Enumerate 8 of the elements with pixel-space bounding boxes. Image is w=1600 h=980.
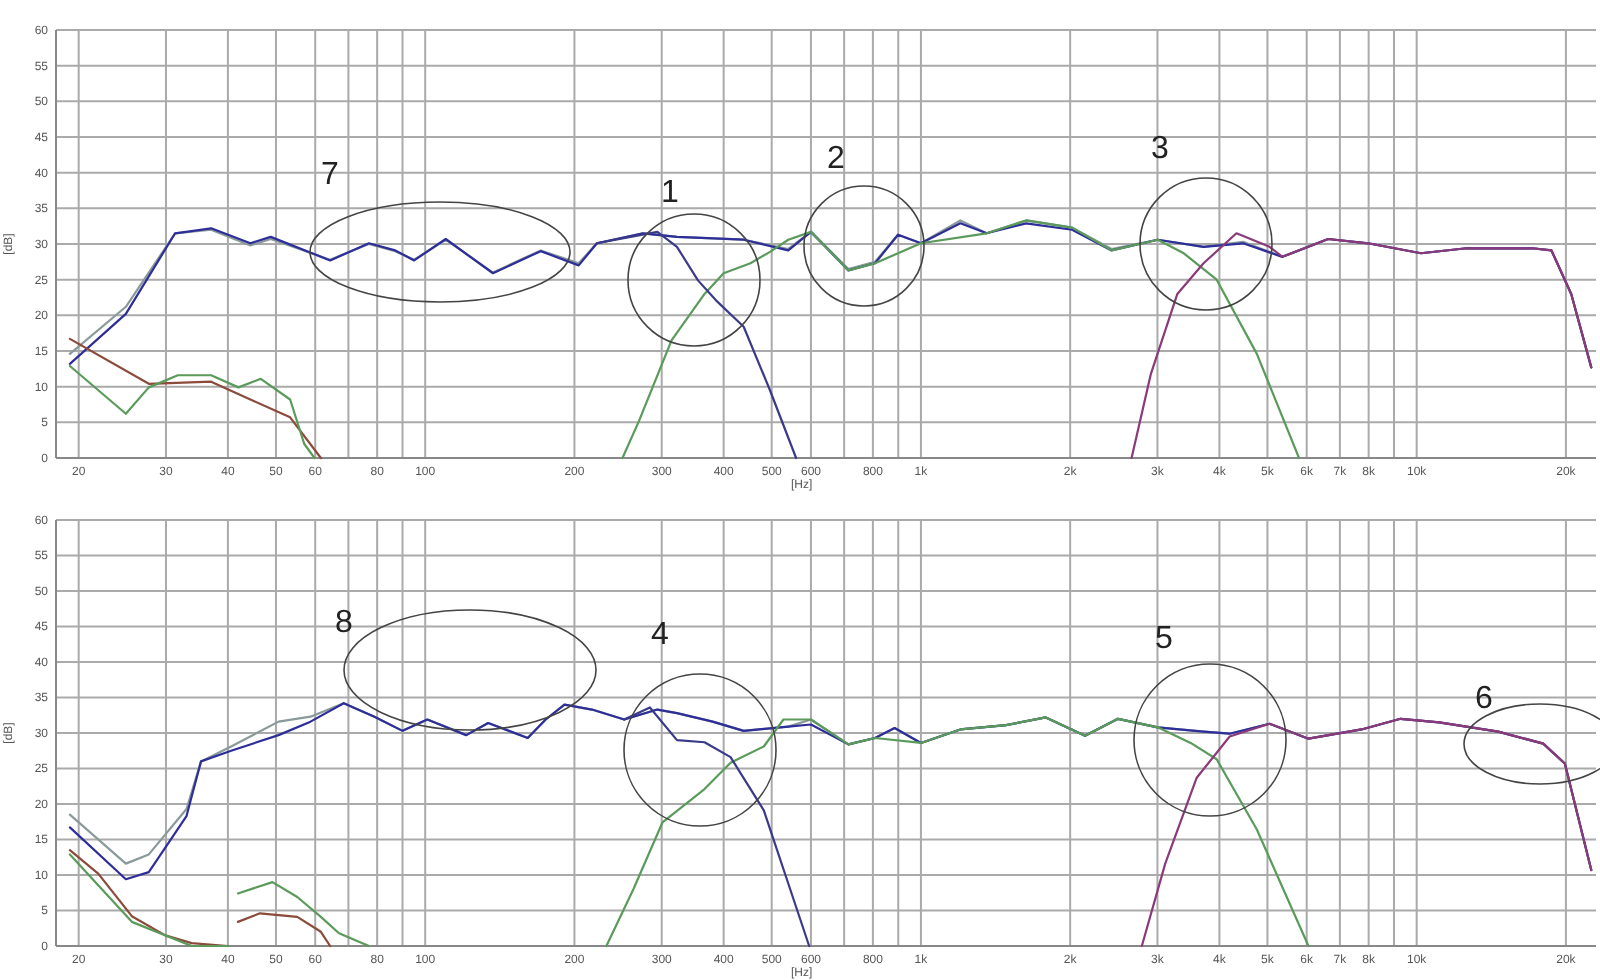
annotation: 1 <box>661 176 680 211</box>
annotation: 3 <box>1151 132 1170 167</box>
annotation: 2 <box>827 142 846 177</box>
annotation: 5 <box>1155 622 1174 657</box>
annotation: 8 <box>335 606 354 641</box>
annotation: 6 <box>1475 682 1494 717</box>
annotation: 4 <box>651 618 670 653</box>
annotation: 7 <box>321 158 340 193</box>
